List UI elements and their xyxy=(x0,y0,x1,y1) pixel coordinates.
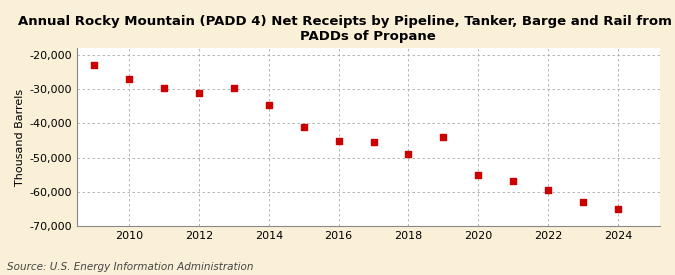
Text: Source: U.S. Energy Information Administration: Source: U.S. Energy Information Administ… xyxy=(7,262,253,272)
Point xyxy=(508,179,518,184)
Point xyxy=(438,135,449,139)
Point xyxy=(613,207,624,211)
Point xyxy=(88,63,99,68)
Point xyxy=(403,152,414,156)
Point xyxy=(263,103,274,107)
Point xyxy=(159,86,169,90)
Point xyxy=(368,140,379,144)
Title: Annual Rocky Mountain (PADD 4) Net Receipts by Pipeline, Tanker, Barge and Rail : Annual Rocky Mountain (PADD 4) Net Recei… xyxy=(18,15,675,43)
Point xyxy=(473,172,484,177)
Point xyxy=(228,86,239,90)
Point xyxy=(298,125,309,129)
Point xyxy=(124,77,134,81)
Y-axis label: Thousand Barrels: Thousand Barrels xyxy=(15,89,25,186)
Point xyxy=(578,200,589,204)
Point xyxy=(194,90,205,95)
Point xyxy=(543,188,554,192)
Point xyxy=(333,138,344,143)
